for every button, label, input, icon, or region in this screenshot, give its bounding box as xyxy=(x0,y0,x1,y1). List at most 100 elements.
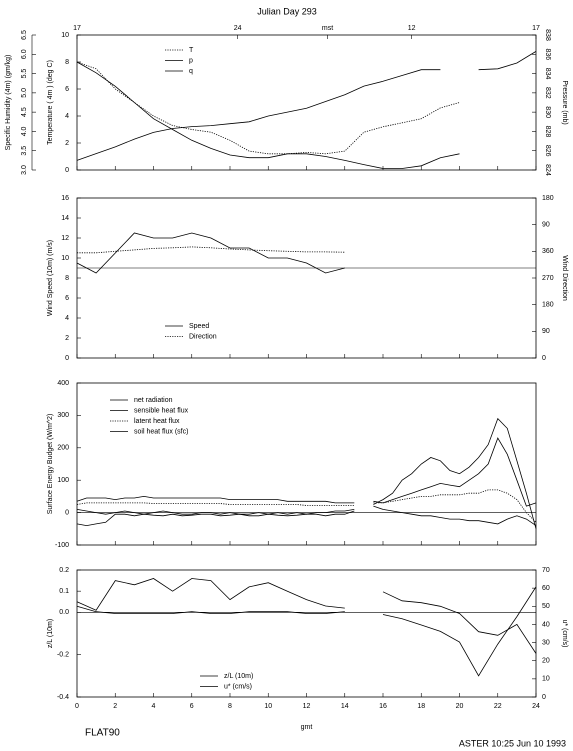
legend-label: p xyxy=(189,57,193,64)
series-line xyxy=(76,505,537,526)
series-line xyxy=(76,61,460,155)
chart-title: Julian Day 293 xyxy=(257,6,317,16)
x-tick-label: 24 xyxy=(532,703,540,710)
x-tick-label: 14 xyxy=(341,703,349,710)
y-tick-label: 16 xyxy=(61,195,69,202)
y3-tick-label: 4.5 xyxy=(21,107,28,117)
y-axis-label: z/L (10m) xyxy=(47,619,54,648)
x2-tick-label: 12 xyxy=(408,25,416,32)
y-axis-label: Surface Energy Budget (W/m^2) xyxy=(47,414,54,515)
x2-tick-label: 17 xyxy=(73,25,81,32)
y-tick-label: 8 xyxy=(65,275,69,282)
footer-left: FLAT90 xyxy=(85,728,120,739)
y3-tick-label: 6.0 xyxy=(21,49,28,59)
legend-label: soil heat flux (sfc) xyxy=(134,428,188,435)
y3-axis-label: Specific Humidity (4m) (gm/kg) xyxy=(5,55,12,151)
y2-tick-label: 360 xyxy=(542,248,554,255)
y-tick-label: 4 xyxy=(65,315,69,322)
y3-tick-label: 5.5 xyxy=(21,69,28,79)
y-tick-label: 0.0 xyxy=(59,609,69,616)
y2-tick-label: 90 xyxy=(542,328,550,335)
y2-tick-label: 20 xyxy=(542,658,550,665)
y2-tick-label: 824 xyxy=(544,164,551,176)
y2-axis-label: u* (cm/s) xyxy=(561,620,568,648)
series-line xyxy=(76,489,537,523)
y3-tick-label: 3.0 xyxy=(21,165,28,175)
legend-label: Direction xyxy=(189,333,217,340)
y-tick-label: 10 xyxy=(61,32,69,39)
footer-right: ASTER 10:25 Jun 10 1993 xyxy=(459,738,566,748)
y2-tick-label: 10 xyxy=(542,676,550,683)
y2-tick-label: 90 xyxy=(542,222,550,229)
legend-label: q xyxy=(189,68,193,75)
y2-tick-label: 180 xyxy=(542,195,554,202)
series-line xyxy=(76,591,537,654)
x-tick-label: 20 xyxy=(456,703,464,710)
y-tick-label: 400 xyxy=(57,380,69,387)
y-tick-label: 300 xyxy=(57,412,69,419)
plot-frame xyxy=(76,34,537,171)
y2-tick-label: 828 xyxy=(544,126,551,138)
y2-tick-label: 40 xyxy=(542,621,550,628)
series-line xyxy=(76,61,460,169)
legend-label: sensible heat flux xyxy=(134,407,189,414)
y-tick-label: 0 xyxy=(65,355,69,362)
x-tick-label: 16 xyxy=(379,703,387,710)
plot-frame xyxy=(76,569,537,698)
y3-tick-label: 6.5 xyxy=(21,30,28,40)
y2-axis-label: Pressure (mb) xyxy=(561,80,568,124)
x2-tick-label: mst xyxy=(322,25,333,32)
y2-tick-label: 0 xyxy=(542,694,546,701)
x-tick-label: 12 xyxy=(303,703,311,710)
legend-label: Speed xyxy=(189,323,209,330)
series-line xyxy=(77,246,345,254)
y3-tick-label: 4.0 xyxy=(21,126,28,136)
x-axis-label: gmt xyxy=(301,724,313,731)
y2-tick-label: 60 xyxy=(542,585,550,592)
y-axis-label: Wind Speed (10m) (m/s) xyxy=(47,240,54,316)
y-tick-label: -0.4 xyxy=(57,694,69,701)
y3-tick-label: 5.0 xyxy=(21,88,28,98)
x-tick-label: 6 xyxy=(190,703,194,710)
series-line xyxy=(76,578,537,677)
y2-tick-label: 70 xyxy=(542,567,550,574)
legend-label: z/L (10m) xyxy=(224,673,253,680)
x-tick-label: 10 xyxy=(264,703,272,710)
x-tick-label: 0 xyxy=(75,703,79,710)
y2-tick-label: 50 xyxy=(542,603,550,610)
legend-label: u* (cm/s) xyxy=(224,683,252,690)
x-tick-label: 2 xyxy=(113,703,117,710)
y2-tick-label: 180 xyxy=(542,302,554,309)
y-tick-label: 6 xyxy=(65,295,69,302)
y-tick-label: -100 xyxy=(55,542,69,549)
y2-tick-label: 826 xyxy=(544,145,551,157)
y-tick-label: 10 xyxy=(61,255,69,262)
y2-tick-label: 0 xyxy=(542,355,546,362)
y2-tick-label: 834 xyxy=(544,68,551,80)
legend-label: latent heat flux xyxy=(134,418,180,425)
y-tick-label: 14 xyxy=(61,215,69,222)
x2-tick-label: 17 xyxy=(532,25,540,32)
series-line xyxy=(76,437,537,507)
legend-label: T xyxy=(189,47,194,54)
series-line xyxy=(76,232,345,274)
x-tick-label: 22 xyxy=(494,703,502,710)
series-line xyxy=(76,51,537,161)
x2-tick-label: 24 xyxy=(234,25,242,32)
y2-tick-label: 830 xyxy=(544,106,551,118)
y-tick-label: 100 xyxy=(57,477,69,484)
y2-tick-label: 838 xyxy=(544,29,551,41)
y-tick-label: 0 xyxy=(65,509,69,516)
y-axis-label: Temperature ( 4m ) (deg C) xyxy=(47,60,54,145)
y3-tick-label: 3.5 xyxy=(21,146,28,156)
x-tick-label: 8 xyxy=(228,703,232,710)
x-tick-label: 18 xyxy=(417,703,425,710)
y2-tick-label: 270 xyxy=(542,275,554,282)
y-tick-label: 0.1 xyxy=(59,588,69,595)
y-tick-label: 2 xyxy=(65,140,69,147)
y2-tick-label: 832 xyxy=(544,87,551,99)
x-tick-label: 4 xyxy=(152,703,156,710)
plot-frame xyxy=(76,197,537,359)
y-tick-label: 2 xyxy=(65,335,69,342)
